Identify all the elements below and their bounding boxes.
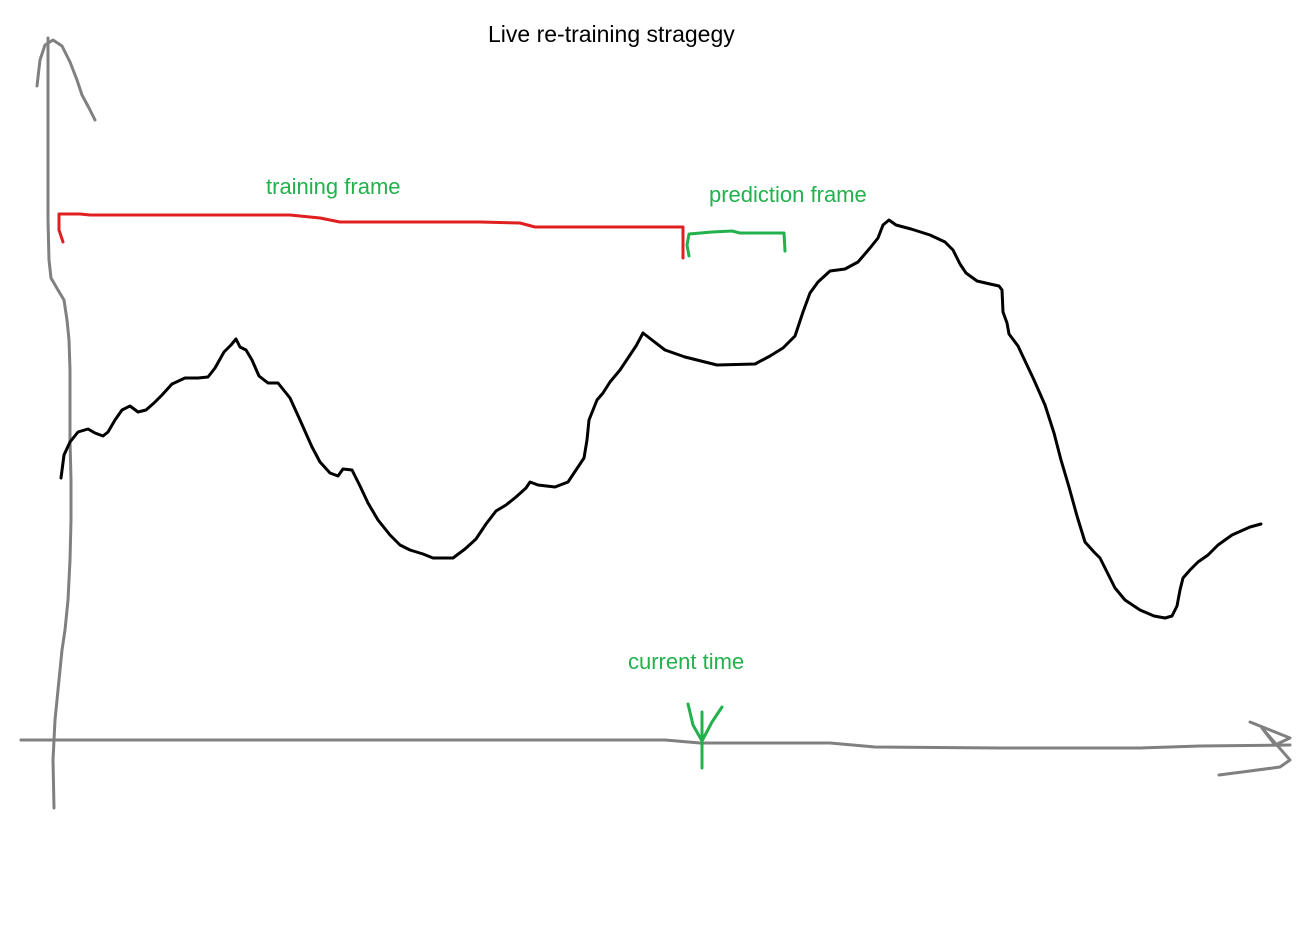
y-axis [46, 36, 73, 810]
time-series-curve [59, 218, 1263, 620]
training-frame-bracket [57, 212, 685, 260]
prediction-frame-label: prediction frame [709, 182, 867, 207]
prediction-frame-bracket [685, 229, 787, 258]
x-axis-arrowhead [1217, 720, 1292, 777]
y-axis-arrowhead [35, 38, 97, 122]
x-axis [19, 738, 1292, 750]
current-time-marker [686, 702, 724, 770]
current-time-label: current time [628, 649, 745, 674]
diagram-title: Live re-training stragegy [488, 21, 735, 47]
training-frame-label: training frame [266, 174, 401, 199]
